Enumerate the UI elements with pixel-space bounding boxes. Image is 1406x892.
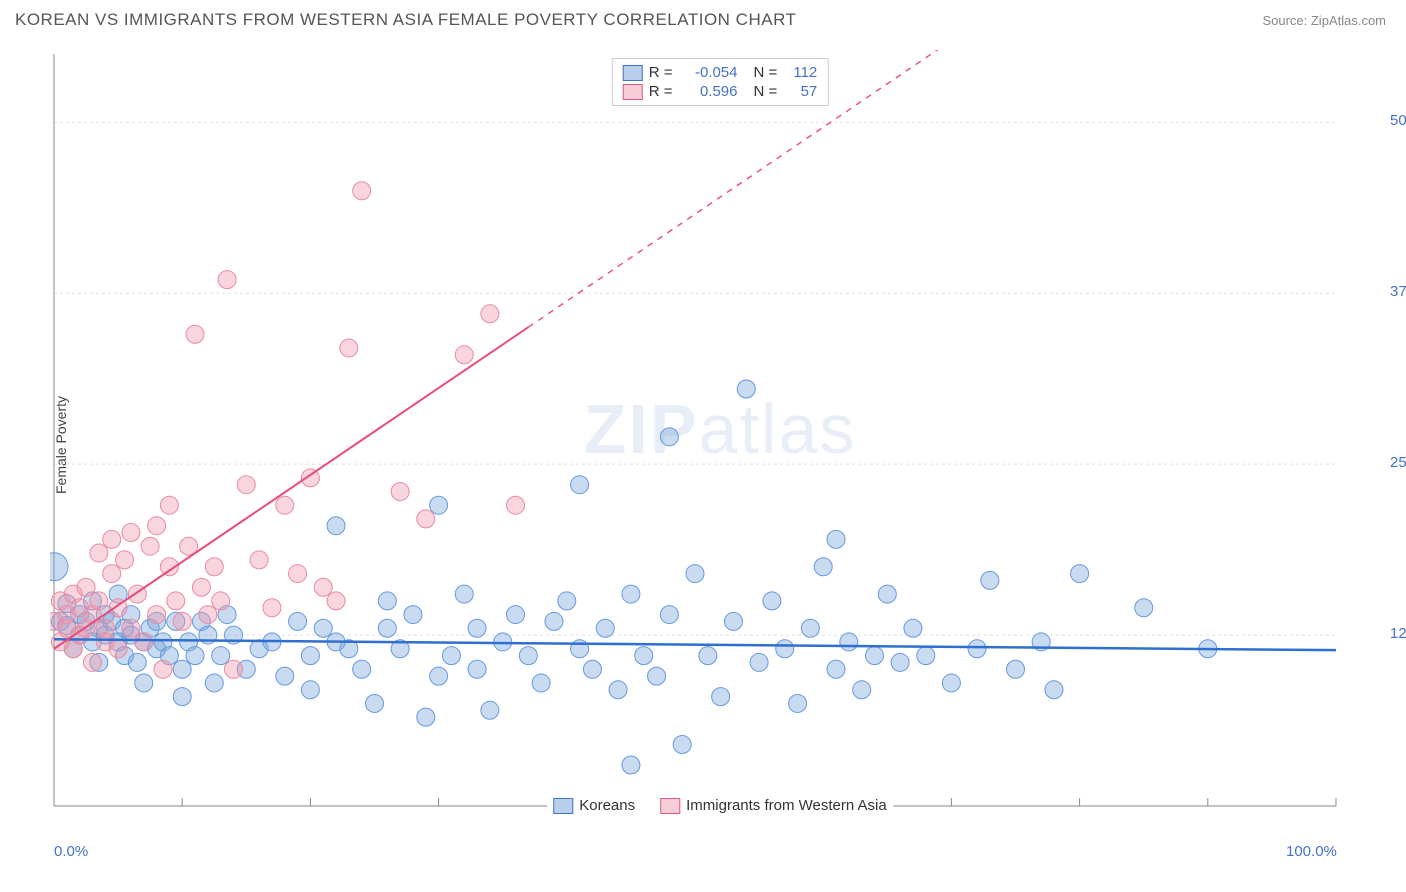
legend-label-koreans: Koreans bbox=[579, 797, 635, 814]
y-tick-label: 12.5% bbox=[1390, 625, 1406, 642]
swatch-immigrants bbox=[623, 84, 643, 100]
y-tick-label: 25.0% bbox=[1390, 454, 1406, 471]
series-legend: Koreans Immigrants from Western Asia bbox=[547, 795, 893, 816]
correlation-row-koreans: R = -0.054 N = 112 bbox=[623, 63, 818, 82]
chart-title: KOREAN VS IMMIGRANTS FROM WESTERN ASIA F… bbox=[15, 10, 796, 30]
y-tick-label: 50.0% bbox=[1390, 112, 1406, 129]
source-attribution: Source: ZipAtlas.com bbox=[1262, 13, 1386, 28]
n-label: N = bbox=[754, 83, 778, 100]
r-value-koreans: -0.054 bbox=[683, 64, 738, 81]
legend-item-immigrants: Immigrants from Western Asia bbox=[660, 797, 887, 814]
swatch-immigrants bbox=[660, 798, 680, 814]
swatch-koreans bbox=[553, 798, 573, 814]
legend-item-koreans: Koreans bbox=[553, 797, 635, 814]
legend-label-immigrants: Immigrants from Western Asia bbox=[686, 797, 887, 814]
r-label: R = bbox=[649, 64, 673, 81]
n-value-immigrants: 57 bbox=[787, 83, 817, 100]
chart-container: Female Poverty ZIPatlas 12.5%25.0%37.5%5… bbox=[50, 50, 1390, 840]
n-value-koreans: 112 bbox=[787, 64, 817, 81]
correlation-row-immigrants: R = 0.596 N = 57 bbox=[623, 82, 818, 101]
scatter-plot bbox=[50, 50, 1340, 810]
r-label: R = bbox=[649, 83, 673, 100]
x-tick-label: 0.0% bbox=[54, 843, 88, 860]
x-tick-label: 100.0% bbox=[1286, 843, 1337, 860]
n-label: N = bbox=[754, 64, 778, 81]
r-value-immigrants: 0.596 bbox=[683, 83, 738, 100]
y-tick-label: 37.5% bbox=[1390, 283, 1406, 300]
correlation-legend: R = -0.054 N = 112 R = 0.596 N = 57 bbox=[612, 58, 829, 106]
swatch-koreans bbox=[623, 65, 643, 81]
